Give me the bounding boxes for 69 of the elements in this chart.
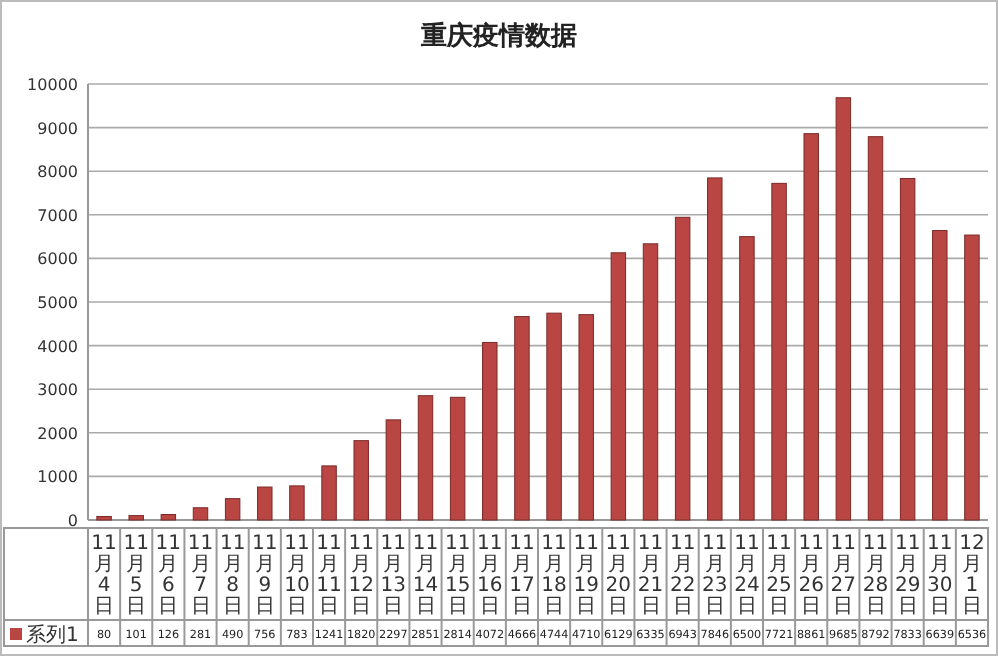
x-tick-label: 11月30日 xyxy=(927,533,953,618)
y-tick-label: 8000 xyxy=(37,163,78,182)
bar xyxy=(739,236,755,521)
bar xyxy=(771,182,787,521)
x-tick-label: 11月28日 xyxy=(862,533,889,618)
x-tick-label: 12月1日 xyxy=(959,533,985,618)
bar xyxy=(128,515,144,521)
bar xyxy=(385,419,402,521)
bar xyxy=(289,485,305,521)
y-tick-label: 3000 xyxy=(37,381,78,400)
y-tick-label: 4000 xyxy=(37,337,78,356)
x-tick-label: 11月8日 xyxy=(219,533,246,618)
x-tick-label: 11月17日 xyxy=(509,533,535,618)
y-tick-label: 9000 xyxy=(37,119,78,138)
bar xyxy=(449,396,466,521)
x-tick-label: 11月12日 xyxy=(348,533,374,618)
bar xyxy=(417,395,434,521)
x-tick-label: 11月25日 xyxy=(766,533,792,618)
legend: 系列1 xyxy=(10,625,79,647)
bar xyxy=(546,312,562,521)
bar xyxy=(803,133,819,521)
x-tick-label: 11月26日 xyxy=(798,533,824,618)
bar xyxy=(224,498,241,521)
x-tick-label: 11月24日 xyxy=(734,533,760,618)
bar xyxy=(867,136,884,521)
y-tick-label: 6000 xyxy=(37,250,78,269)
bar xyxy=(932,230,948,521)
bar xyxy=(514,316,530,521)
y-tick-label: 2000 xyxy=(37,424,78,443)
x-tick-label: 11月29日 xyxy=(894,533,921,618)
x-tick-label: 11月9日 xyxy=(252,533,278,618)
bar xyxy=(964,234,980,521)
x-tick-label: 11月19日 xyxy=(573,533,599,618)
bar xyxy=(835,97,852,521)
x-tick-label: 11月16日 xyxy=(477,533,503,618)
x-tick-label: 11月7日 xyxy=(187,533,214,618)
x-tick-label: 11月6日 xyxy=(155,533,182,618)
bar xyxy=(192,507,209,521)
y-tick-label: 10000 xyxy=(27,76,78,94)
bar xyxy=(642,243,659,521)
bar xyxy=(899,177,916,521)
x-tick-label: 11月15日 xyxy=(444,533,471,618)
bar xyxy=(578,314,594,521)
bar xyxy=(321,465,337,521)
bar xyxy=(160,514,177,521)
bar xyxy=(707,177,723,521)
x-tick-label: 11月4日 xyxy=(91,533,117,618)
x-tick-label: 11月22日 xyxy=(669,533,696,618)
x-tick-label: 11月10日 xyxy=(284,533,310,618)
x-tick-label: 11月23日 xyxy=(702,533,728,618)
y-tick-label: 0 xyxy=(67,512,78,530)
bar xyxy=(353,440,369,521)
x-tick-label: 11月20日 xyxy=(605,533,632,618)
bar xyxy=(257,486,273,521)
bar xyxy=(674,216,691,521)
legend-label: 系列1 xyxy=(26,623,79,647)
x-tick-label: 11月11日 xyxy=(316,533,342,618)
x-tick-label: 11月27日 xyxy=(830,533,857,618)
x-tick-label: 11月21日 xyxy=(637,533,664,618)
bar xyxy=(610,252,627,521)
x-tick-label: 11月18日 xyxy=(541,533,567,618)
x-tick-label: 11月14日 xyxy=(412,533,439,618)
x-tick-label: 11月5日 xyxy=(123,533,149,618)
y-tick-label: 1000 xyxy=(37,468,78,487)
x-tick-label: 11月13日 xyxy=(380,533,407,618)
bar xyxy=(482,341,498,521)
y-tick-label: 5000 xyxy=(37,294,78,312)
y-tick-label: 7000 xyxy=(37,206,78,225)
chart-title: 重庆疫情数据 xyxy=(419,20,577,52)
